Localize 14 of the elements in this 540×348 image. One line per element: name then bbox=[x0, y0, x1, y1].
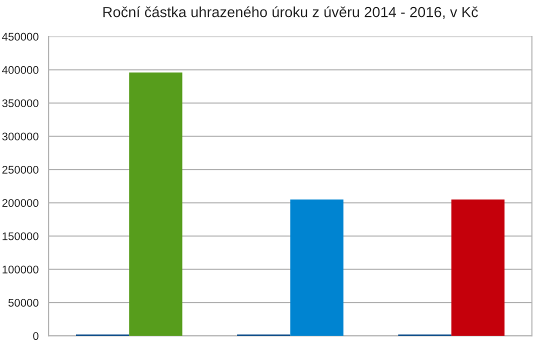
bar bbox=[451, 199, 505, 336]
y-tick-label: 200000 bbox=[2, 199, 38, 207]
y-tick-label: 50000 bbox=[8, 298, 38, 307]
bar bbox=[290, 199, 344, 336]
y-tick-label: 350000 bbox=[2, 99, 38, 108]
y-tick-label: 400000 bbox=[2, 66, 38, 74]
y-tick-label: 300000 bbox=[2, 132, 38, 140]
chart-title: Roční částka uhrazeného úroku z úvěru 2014 - 2016, v Kč bbox=[103, 6, 478, 19]
y-tick-label: 150000 bbox=[2, 232, 38, 240]
y-tick-label: 250000 bbox=[2, 166, 38, 174]
y-tick-label: 0 bbox=[33, 332, 38, 340]
bar bbox=[129, 72, 182, 336]
y-tick-label: 100000 bbox=[2, 266, 38, 274]
y-tick-label: 450000 bbox=[2, 32, 38, 41]
